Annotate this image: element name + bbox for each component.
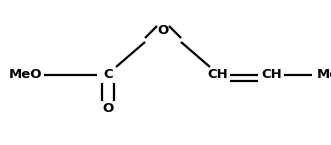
Text: O: O (157, 23, 168, 37)
Text: MeO: MeO (9, 68, 42, 81)
Text: CH: CH (207, 68, 228, 81)
Text: O: O (102, 102, 114, 115)
Text: C: C (103, 68, 113, 81)
Text: CH: CH (261, 68, 282, 81)
Text: Me: Me (317, 68, 331, 81)
